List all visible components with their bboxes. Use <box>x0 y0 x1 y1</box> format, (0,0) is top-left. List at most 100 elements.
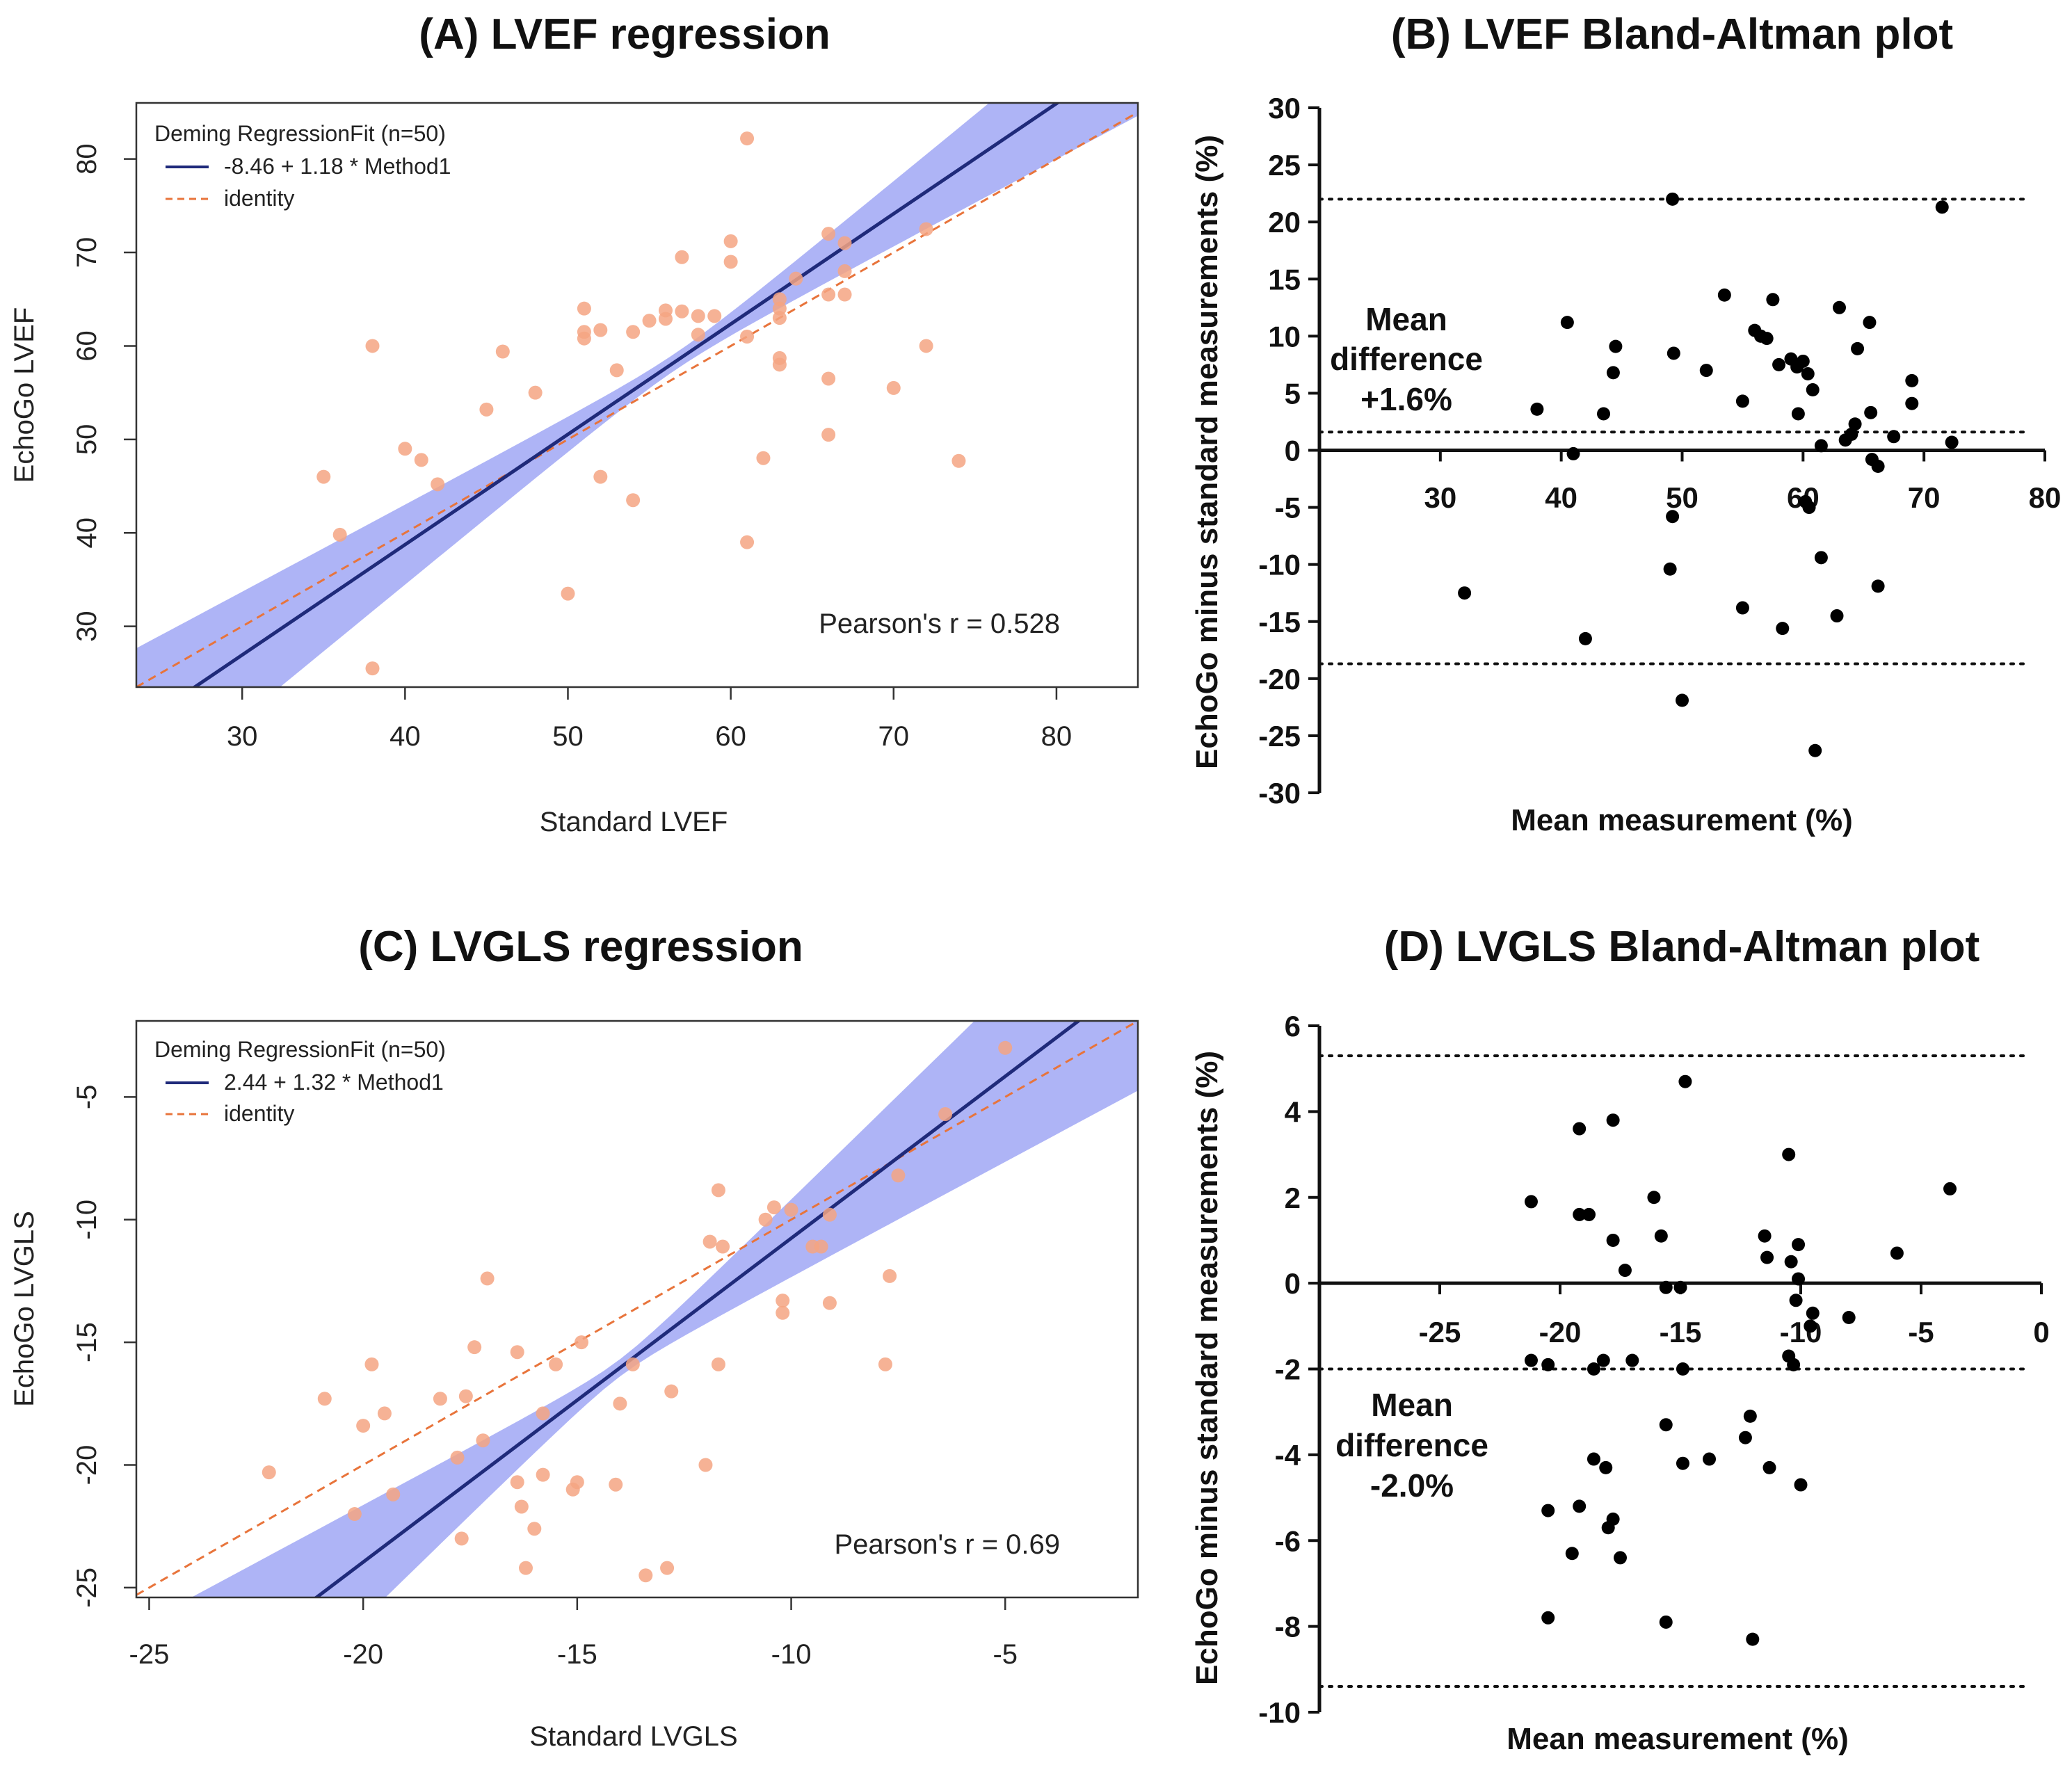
data-point-D-42 <box>1792 1272 1806 1286</box>
data-point-A-14 <box>593 323 608 337</box>
data-point-B-15 <box>1735 394 1749 408</box>
x-tick-label-C-4: -5 <box>993 1639 1018 1670</box>
data-point-D-47 <box>1943 1182 1957 1195</box>
data-point-C-49 <box>784 1202 798 1217</box>
y-tick-label-A-5: 80 <box>72 143 102 175</box>
data-point-B-30 <box>1808 743 1822 757</box>
data-point-D-12 <box>1596 1353 1610 1367</box>
data-point-B-29 <box>1806 382 1820 396</box>
x-tick-label-B-1: 40 <box>1545 481 1577 514</box>
identity-line-A <box>136 111 1138 687</box>
y-tick-label-D-8: -10 <box>1258 1696 1301 1729</box>
data-point-A-18 <box>626 493 641 508</box>
data-point-C-12 <box>476 1433 490 1448</box>
legend-entry-identity-C: identity <box>224 1101 294 1126</box>
data-point-B-25 <box>1791 407 1805 421</box>
data-point-A-27 <box>723 255 738 269</box>
y-tick-label-A-2: 50 <box>72 424 102 456</box>
data-point-D-31 <box>1738 1431 1752 1444</box>
data-point-C-3 <box>356 1419 371 1433</box>
data-point-B-14 <box>1717 288 1731 302</box>
data-point-D-7 <box>1573 1207 1587 1221</box>
data-point-C-24 <box>575 1335 588 1350</box>
y-tick-label-A-4: 70 <box>72 237 102 268</box>
data-point-A-42 <box>837 236 852 250</box>
data-point-C-9 <box>458 1389 473 1403</box>
y-axis-label-C: EchoGo LVGLS <box>9 1211 40 1407</box>
data-point-B-37 <box>1848 417 1862 431</box>
data-point-A-45 <box>886 380 901 395</box>
mean-difference-annotation-D-1: difference <box>1335 1427 1488 1463</box>
data-point-C-42 <box>822 1207 837 1222</box>
mean-difference-annotation-D-0: Mean <box>1371 1387 1453 1423</box>
x-tick-label-D-2: -15 <box>1660 1316 1702 1348</box>
x-tick-label-B-2: 50 <box>1666 481 1698 514</box>
data-point-C-23 <box>570 1475 584 1490</box>
data-point-D-33 <box>1746 1632 1760 1646</box>
data-point-D-3 <box>1541 1504 1555 1517</box>
fit-line-A <box>191 103 1061 687</box>
data-point-C-31 <box>698 1458 713 1472</box>
data-point-D-36 <box>1762 1460 1776 1474</box>
pearson-annotation-A: Pearson's r = 0.528 <box>819 609 1060 639</box>
data-point-D-1 <box>1524 1353 1538 1367</box>
data-point-C-34 <box>711 1357 725 1371</box>
data-point-A-2 <box>332 527 347 542</box>
data-point-A-49 <box>707 309 722 323</box>
data-point-D-16 <box>1606 1233 1620 1247</box>
data-point-D-2 <box>1541 1358 1555 1371</box>
data-point-A-48 <box>951 453 966 468</box>
x-tick-label-A-5: 80 <box>1041 721 1073 752</box>
data-point-A-25 <box>691 328 705 342</box>
data-point-B-9 <box>1667 346 1680 360</box>
data-point-B-22 <box>1776 622 1790 636</box>
data-point-C-32 <box>702 1234 717 1249</box>
confidence-band-C <box>191 1021 1138 1597</box>
data-point-B-40 <box>1864 405 1878 419</box>
y-tick-label-B-4: 10 <box>1268 320 1301 353</box>
x-tick-label-B-5: 80 <box>2029 481 2062 514</box>
y-tick-label-C-2: -15 <box>72 1322 102 1362</box>
plot-frame-C <box>135 1020 1139 1599</box>
x-axis-label-D: Mean measurement (%) <box>1507 1722 1848 1756</box>
x-tick-label-C-3: -10 <box>771 1639 812 1670</box>
data-point-A-15 <box>593 469 608 484</box>
y-tick-label-C-3: -20 <box>72 1445 102 1485</box>
data-point-B-43 <box>1871 579 1885 593</box>
data-point-B-48 <box>1945 435 1959 449</box>
data-point-B-45 <box>1905 373 1919 387</box>
data-point-D-43 <box>1794 1478 1808 1492</box>
data-point-A-30 <box>740 535 755 549</box>
y-tick-label-D-0: 6 <box>1285 1010 1301 1042</box>
data-point-A-17 <box>626 325 641 339</box>
data-point-B-11 <box>1663 562 1677 576</box>
x-tick-label-A-4: 70 <box>878 721 910 752</box>
data-point-D-37 <box>1782 1147 1796 1161</box>
data-point-D-21 <box>1647 1191 1661 1205</box>
data-point-C-15 <box>510 1475 524 1490</box>
data-point-B-16 <box>1735 601 1749 615</box>
data-point-A-40 <box>821 371 836 386</box>
x-tick-label-C-0: -25 <box>129 1639 170 1670</box>
data-point-D-23 <box>1659 1280 1673 1294</box>
y-tick-label-D-6: -6 <box>1275 1524 1301 1557</box>
data-point-D-25 <box>1659 1615 1673 1629</box>
data-point-A-7 <box>479 402 494 417</box>
data-point-C-25 <box>609 1477 623 1492</box>
y-tick-label-C-1: -10 <box>72 1200 102 1240</box>
data-point-C-38 <box>776 1294 790 1308</box>
data-point-A-23 <box>675 304 689 319</box>
y-tick-label-D-5: -4 <box>1275 1439 1301 1472</box>
data-point-B-0 <box>1458 586 1472 600</box>
data-point-C-44 <box>878 1357 892 1371</box>
data-point-B-46 <box>1905 396 1919 410</box>
y-tick-label-D-4: -2 <box>1275 1353 1301 1386</box>
data-point-C-47 <box>938 1107 953 1122</box>
data-point-B-13 <box>1699 364 1713 378</box>
data-point-A-47 <box>919 339 933 353</box>
legend-entry-identity-A: identity <box>224 186 294 211</box>
x-tick-label-B-0: 30 <box>1424 481 1456 514</box>
data-point-D-44 <box>1806 1306 1820 1320</box>
plot-area-A <box>136 103 1138 687</box>
